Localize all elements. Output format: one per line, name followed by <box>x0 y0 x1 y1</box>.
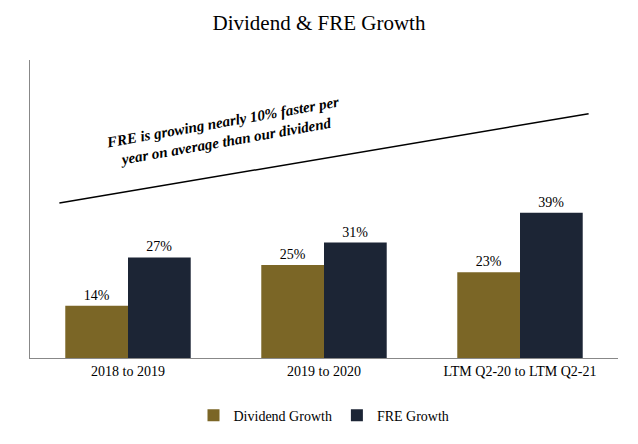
svg-text:LTM Q2-20 to LTM Q2-21: LTM Q2-20 to LTM Q2-21 <box>444 364 597 379</box>
svg-text:23%: 23% <box>476 254 502 269</box>
svg-text:Dividend & FRE Growth: Dividend & FRE Growth <box>213 11 426 35</box>
svg-text:FRE Growth: FRE Growth <box>377 409 449 424</box>
svg-text:31%: 31% <box>342 225 368 240</box>
svg-text:39%: 39% <box>538 195 564 210</box>
svg-text:2018 to 2019: 2018 to 2019 <box>91 364 165 379</box>
svg-text:14%: 14% <box>84 288 110 303</box>
svg-text:2019 to 2020: 2019 to 2020 <box>287 364 361 379</box>
svg-text:FRE is growing nearly 10% fast: FRE is growing nearly 10% faster peryear… <box>105 94 344 170</box>
svg-text:27%: 27% <box>146 239 172 254</box>
svg-text:25%: 25% <box>280 247 306 262</box>
svg-text:Dividend Growth: Dividend Growth <box>234 409 332 424</box>
